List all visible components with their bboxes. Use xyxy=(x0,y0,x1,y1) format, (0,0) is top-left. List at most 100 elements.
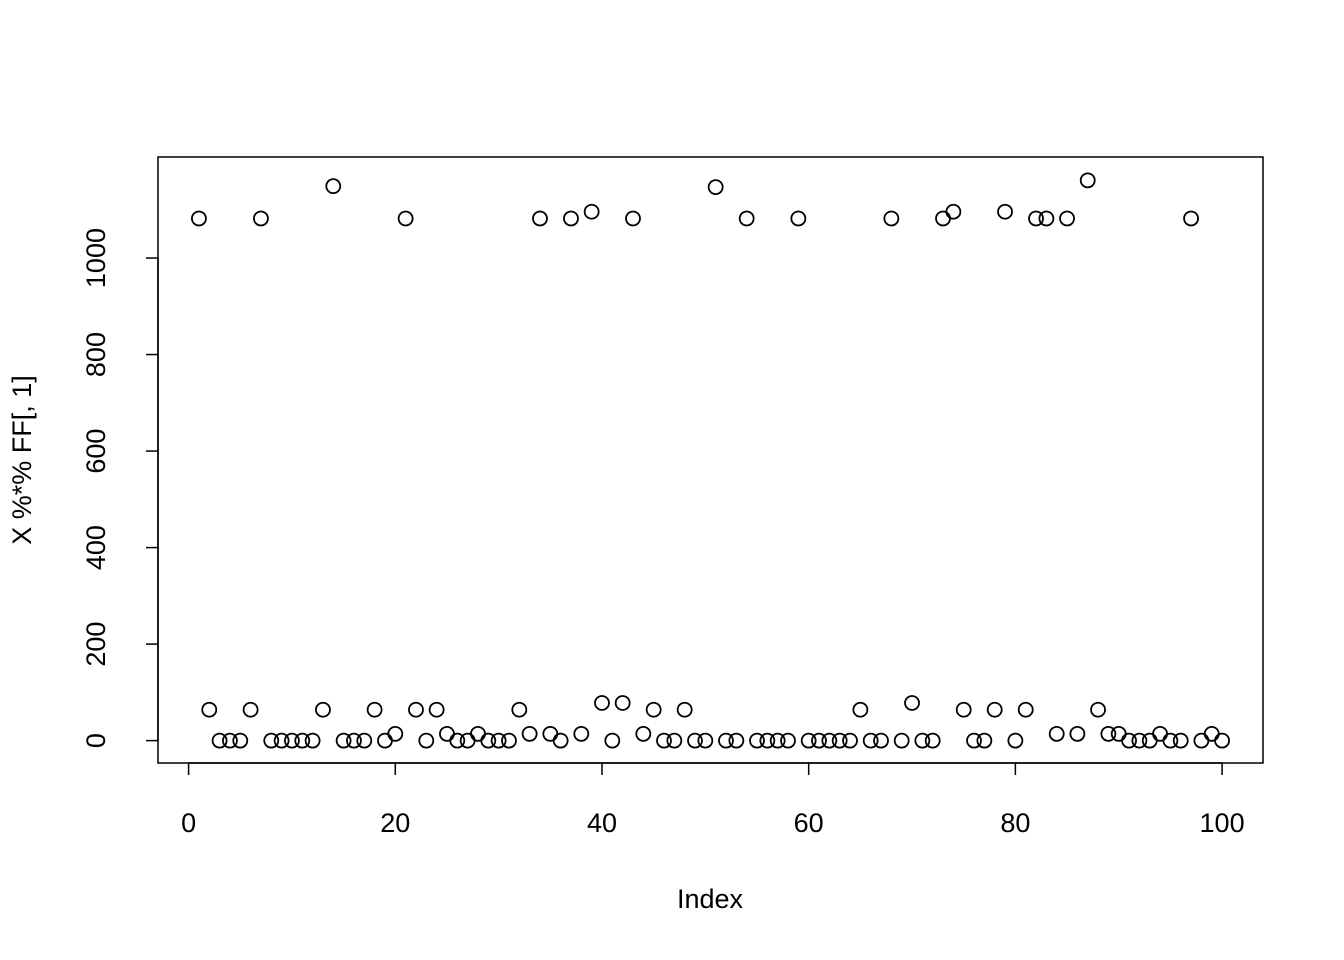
point xyxy=(1152,725,1168,742)
y-tick-label: 600 xyxy=(81,429,111,474)
point xyxy=(521,725,538,742)
point xyxy=(955,701,972,718)
y-tick-label: 400 xyxy=(81,525,111,570)
point xyxy=(594,695,610,711)
point xyxy=(294,732,311,749)
point xyxy=(397,210,414,227)
point xyxy=(232,732,249,749)
point xyxy=(821,732,838,749)
point xyxy=(222,732,238,749)
point xyxy=(625,210,641,227)
point xyxy=(831,732,848,749)
point xyxy=(387,725,404,742)
x-tick-label: 0 xyxy=(181,808,196,838)
point xyxy=(976,732,993,749)
point xyxy=(263,732,280,749)
point xyxy=(697,732,714,749)
point xyxy=(335,732,352,749)
point xyxy=(914,732,931,749)
point xyxy=(614,695,631,711)
point xyxy=(573,725,590,742)
point xyxy=(532,210,548,227)
point xyxy=(1214,732,1230,749)
point xyxy=(253,210,269,227)
point xyxy=(883,210,900,227)
point xyxy=(635,725,652,742)
point xyxy=(800,732,817,749)
point xyxy=(242,701,259,718)
x-tick-label: 80 xyxy=(1000,808,1030,838)
point xyxy=(759,732,776,749)
point xyxy=(1090,701,1106,718)
point xyxy=(356,732,373,749)
point xyxy=(1110,725,1127,742)
point xyxy=(325,178,342,195)
point xyxy=(893,732,910,749)
point xyxy=(780,732,796,749)
point xyxy=(284,732,300,749)
plot-frame xyxy=(157,156,1264,764)
point xyxy=(687,732,703,749)
point xyxy=(408,701,424,718)
point xyxy=(1048,725,1065,742)
point xyxy=(1079,172,1096,189)
point xyxy=(666,732,683,749)
point xyxy=(1193,732,1210,749)
y-tick-label: 0 xyxy=(81,733,111,748)
point xyxy=(377,732,393,749)
point xyxy=(563,210,579,227)
x-tick-label: 100 xyxy=(1200,808,1245,838)
point xyxy=(1141,732,1158,749)
point xyxy=(428,701,445,718)
point xyxy=(645,701,662,718)
point xyxy=(211,732,228,749)
point xyxy=(552,732,569,749)
point xyxy=(501,732,517,749)
point xyxy=(201,701,218,718)
point xyxy=(449,732,466,749)
point xyxy=(718,732,734,749)
point xyxy=(738,210,755,227)
x-tick-label: 20 xyxy=(380,808,410,838)
point xyxy=(935,210,951,227)
point xyxy=(191,210,207,227)
point xyxy=(749,732,765,749)
point xyxy=(315,701,331,718)
x-axis-label: Index xyxy=(677,884,744,914)
y-axis-label: X %*% FF[, 1] xyxy=(7,375,37,545)
point xyxy=(346,732,362,749)
point xyxy=(842,732,858,749)
point xyxy=(439,725,455,742)
point xyxy=(366,701,383,718)
point xyxy=(1121,732,1137,749)
y-tick-label: 200 xyxy=(81,622,111,667)
point xyxy=(707,179,724,196)
point xyxy=(1069,725,1086,742)
point xyxy=(676,701,693,718)
point xyxy=(490,732,507,749)
point xyxy=(1038,210,1055,227)
point xyxy=(583,203,600,220)
point xyxy=(480,732,497,749)
point xyxy=(790,210,807,227)
point xyxy=(986,701,1003,718)
point xyxy=(304,732,321,749)
point xyxy=(1059,210,1075,227)
point xyxy=(604,732,621,749)
point xyxy=(542,725,559,742)
point xyxy=(1172,732,1189,749)
x-tick-label: 40 xyxy=(587,808,617,838)
point xyxy=(1162,732,1179,749)
point xyxy=(1017,701,1034,718)
point xyxy=(945,203,962,220)
point xyxy=(656,732,672,749)
point xyxy=(459,732,476,749)
point xyxy=(873,732,889,749)
x-tick-label: 60 xyxy=(794,808,824,838)
point xyxy=(1007,732,1024,749)
point xyxy=(862,732,879,749)
point xyxy=(997,203,1013,220)
point xyxy=(966,732,982,749)
point xyxy=(728,732,745,749)
